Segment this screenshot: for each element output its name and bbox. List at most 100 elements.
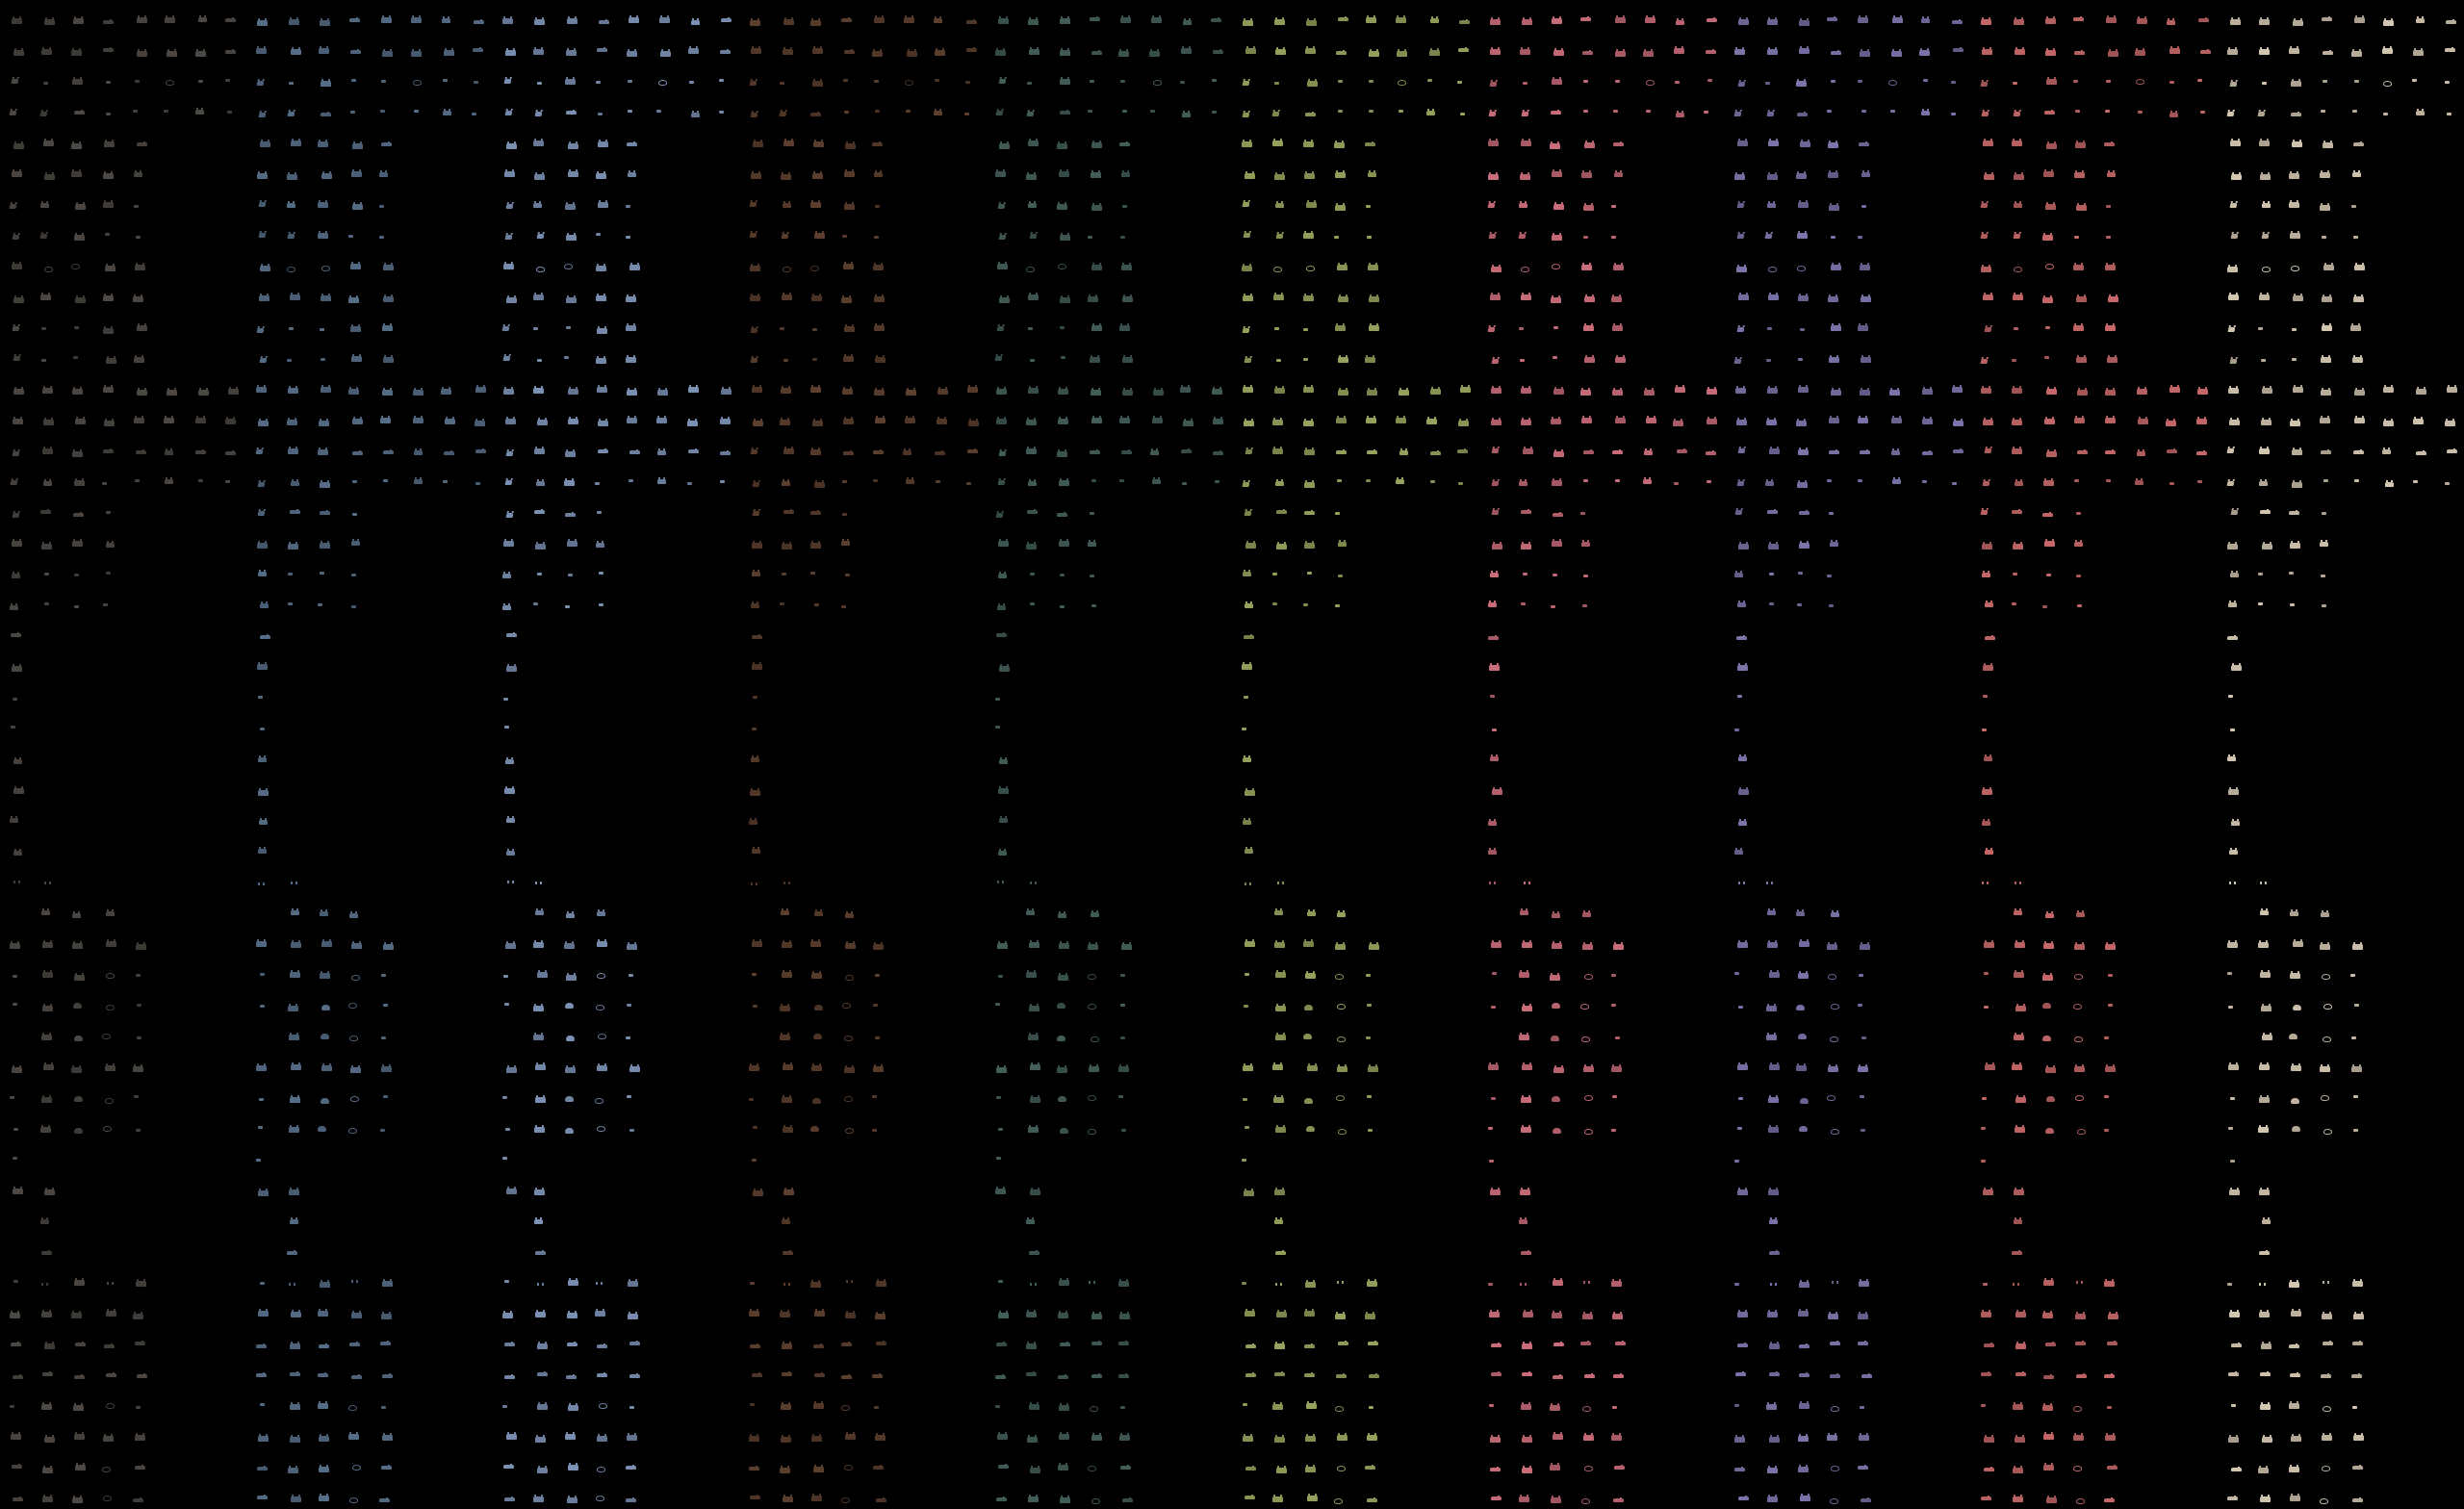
- cat-sprite: [2290, 971, 2300, 979]
- cat-sprite: [1491, 1097, 1496, 1100]
- cat-sprite: [628, 170, 636, 177]
- cat-sprite: [998, 1464, 1009, 1469]
- cat-sprite: [750, 1495, 760, 1499]
- cat-sprite: [1118, 1095, 1123, 1098]
- cat-sprite: [1828, 974, 1836, 980]
- cat-sprite: [2077, 1129, 2086, 1135]
- cat-sprite: [2259, 1310, 2270, 1317]
- cat-sprite: [1491, 418, 1502, 425]
- cat-sprite: [103, 294, 114, 301]
- cat-sprite: [1336, 416, 1347, 423]
- cat-sprite: [566, 1036, 575, 1041]
- cat-sprite: [627, 141, 637, 146]
- cat-sprite: [1306, 200, 1317, 208]
- cat-sprite: [2259, 1062, 2270, 1070]
- cat-sprite: [2323, 263, 2334, 270]
- cat-sprite: [2227, 940, 2238, 948]
- cat-sprite: [2138, 417, 2148, 424]
- cat-sprite: [1243, 818, 1251, 825]
- cat-sprite: [318, 1126, 326, 1132]
- cat-sprite: [165, 477, 173, 484]
- cat-sprite: [1799, 18, 1810, 26]
- cat-sprite: [596, 171, 606, 179]
- cat-sprite: [627, 1004, 631, 1007]
- cat-sprite: [1242, 202, 1250, 207]
- cat-sprite: [872, 141, 883, 146]
- cat-sprite: [75, 1342, 86, 1346]
- cat-sprite: [2076, 575, 2081, 577]
- cat-sprite: [350, 262, 361, 269]
- cat-sprite: [379, 170, 388, 177]
- cat-sprite: [1676, 18, 1684, 25]
- cat-sprite: [1368, 263, 1378, 270]
- cat-sprite: [1769, 1371, 1780, 1376]
- cat-sprite: [1553, 202, 1564, 210]
- cat-sprite: [2320, 416, 2330, 423]
- cat-sprite: [1244, 882, 1252, 885]
- cat-sprite: [1490, 1188, 1501, 1195]
- cat-sprite: [1582, 1406, 1591, 1412]
- cat-sprite: [2230, 1097, 2235, 1100]
- cat-sprite: [1061, 356, 1065, 359]
- cat-sprite: [783, 447, 794, 454]
- cat-sprite: [1519, 327, 1524, 330]
- cat-sprite: [565, 1432, 576, 1440]
- cat-sprite: [1583, 449, 1594, 454]
- cat-sprite: [780, 1004, 790, 1011]
- cat-sprite: [2042, 1403, 2053, 1411]
- cat-sprite: [2042, 605, 2047, 608]
- cat-sprite: [752, 634, 762, 639]
- cat-sprite: [383, 1004, 388, 1007]
- cat-sprite: [1118, 1373, 1129, 1378]
- cat-sprite: [257, 662, 268, 670]
- cat-sprite: [845, 1311, 856, 1318]
- cat-sprite: [71, 1065, 82, 1073]
- cat-sprite: [1366, 15, 1376, 23]
- cat-sprite: [2105, 388, 2116, 396]
- cat-sprite: [1213, 49, 1223, 54]
- cat-sprite: [2290, 1372, 2300, 1377]
- cat-sprite: [1522, 17, 1532, 25]
- cat-sprite: [842, 480, 847, 483]
- cat-sprite: [106, 572, 111, 575]
- cat-sprite: [1584, 1466, 1593, 1471]
- cat-sprite: [599, 572, 603, 575]
- cat-sprite: [259, 818, 268, 825]
- cat-sprite: [1030, 1062, 1040, 1070]
- cat-sprite: [44, 172, 55, 180]
- cat-sprite: [1244, 419, 1254, 426]
- cat-sprite: [2413, 480, 2418, 483]
- cat-sprite: [1829, 512, 1834, 515]
- cat-sprite: [1120, 15, 1131, 23]
- cat-sprite: [629, 1406, 634, 1409]
- cat-sprite: [753, 140, 763, 147]
- cat-sprite: [43, 882, 52, 884]
- cat-sprite: [1734, 1404, 1739, 1407]
- cat-sprite: [504, 235, 513, 240]
- cat-sprite: [290, 509, 300, 514]
- cat-sprite: [906, 110, 911, 113]
- cat-sprite: [502, 1405, 507, 1408]
- cat-sprite: [351, 1311, 362, 1318]
- cat-sprite: [810, 200, 821, 208]
- cat-sprite: [1553, 449, 1564, 457]
- cat-sprite: [10, 1096, 14, 1099]
- cat-sprite: [1643, 477, 1652, 484]
- cat-sprite: [537, 1402, 548, 1410]
- cat-sprite: [2352, 170, 2361, 177]
- cat-sprite: [350, 1280, 359, 1283]
- cat-sprite: [1058, 1374, 1068, 1379]
- cat-sprite: [2445, 419, 2455, 426]
- cat-sprite: [1521, 293, 1531, 300]
- cat-sprite: [841, 1342, 852, 1346]
- cat-sprite: [1706, 450, 1716, 455]
- cat-sprite: [1336, 50, 1347, 55]
- cat-sprite: [2413, 48, 2424, 56]
- cat-sprite: [1583, 110, 1588, 113]
- cat-sprite: [1242, 1159, 1246, 1162]
- cat-sprite: [1369, 49, 1379, 57]
- cat-sprite: [2107, 1341, 2118, 1345]
- cat-sprite: [1091, 1312, 1102, 1319]
- cat-sprite: [1707, 480, 1711, 483]
- cat-sprite: [321, 171, 332, 179]
